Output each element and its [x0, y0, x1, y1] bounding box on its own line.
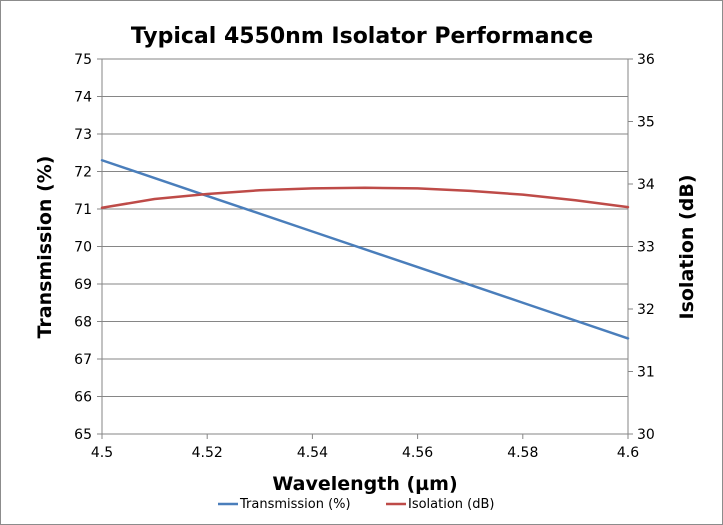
legend-label-isolation: Isolation (dB) — [408, 497, 495, 512]
series-line-isolation — [100, 186, 630, 209]
x-tick-label-4: 4.58 — [507, 445, 538, 461]
y2-tick-label-2: 32 — [637, 302, 655, 318]
x-tick-label-3: 4.56 — [402, 445, 433, 461]
y-tick-label-2: 67 — [74, 352, 92, 368]
legend: Transmission (%) Isolation (dB) — [218, 497, 495, 512]
y-tick-label-3: 68 — [74, 315, 92, 331]
gridlines — [102, 58, 628, 435]
x-axis-title: Wavelength (µm) — [272, 473, 457, 495]
axes — [97, 58, 633, 439]
y-tick-label-5: 70 — [74, 240, 92, 256]
x-tick-label-0: 4.5 — [91, 445, 113, 461]
legend-label-transmission: Transmission (%) — [239, 497, 351, 512]
y-tick-label-1: 66 — [74, 390, 92, 406]
y2-tick-label-3: 33 — [637, 240, 655, 256]
x-tick-label-2: 4.54 — [297, 445, 328, 461]
series-lines — [100, 159, 630, 340]
x-tick-label-5: 4.6 — [617, 445, 639, 461]
y-tick-label-7: 72 — [74, 165, 92, 181]
chart-title: Typical 4550nm Isolator Performance — [131, 24, 593, 49]
x-tick-label-1: 4.52 — [192, 445, 223, 461]
y-axis-left-title: Transmission (%) — [34, 156, 56, 339]
y-tick-label-4: 69 — [74, 277, 92, 293]
y2-tick-label-0: 30 — [637, 427, 655, 443]
y2-tick-label-6: 36 — [637, 52, 655, 68]
y2-tick-label-5: 35 — [637, 115, 655, 131]
y-tick-label-6: 71 — [74, 202, 92, 218]
y-tick-label-9: 74 — [74, 90, 92, 106]
y2-tick-label-1: 31 — [637, 365, 655, 381]
y-tick-label-8: 73 — [74, 127, 92, 143]
y-axis-right-title: Isolation (dB) — [676, 174, 698, 319]
y-tick-label-0: 65 — [74, 427, 92, 443]
series-line-transmission — [100, 159, 630, 340]
y2-tick-label-4: 34 — [637, 177, 655, 193]
y-tick-label-10: 75 — [74, 52, 92, 68]
